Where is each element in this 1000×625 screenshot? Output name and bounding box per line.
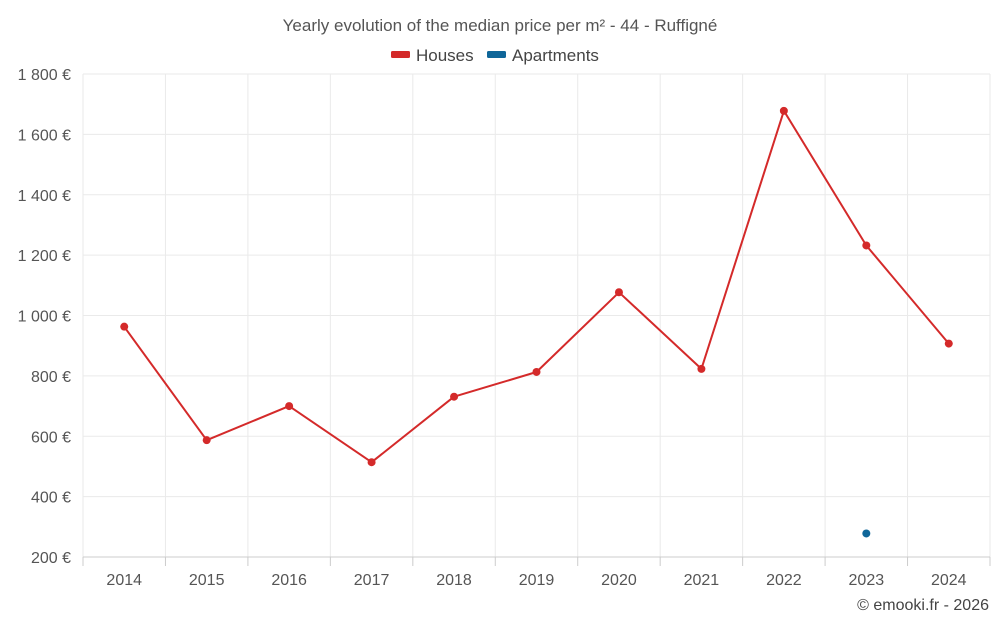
x-tick-label: 2019 [519,572,555,589]
data-point-houses[interactable] [285,402,294,411]
x-tick-label: 2022 [766,572,802,589]
x-tick-label: 2023 [849,572,885,589]
x-tick-label: 2015 [189,572,225,589]
series-apartments [862,529,871,538]
x-tick-label: 2016 [271,572,307,589]
y-tick-label: 200 € [31,550,71,567]
credit: © emooki.fr - 2026 [857,597,989,614]
y-tick-label: 1 800 € [18,67,71,84]
x-axis: 2014 2015 2016 2017 2018 2019 2020 2021 2022 2023… [82,556,991,589]
y-tick-label: 400 € [31,490,71,507]
series [120,106,953,538]
legend-label-houses: Houses [416,46,474,65]
data-point-apartments[interactable] [862,529,871,538]
data-point-houses[interactable] [202,436,211,445]
data-point-houses[interactable] [779,106,788,115]
legend-item-apartments[interactable]: Apartments [487,46,599,65]
y-tick-label: 1 600 € [18,127,71,144]
data-point-houses[interactable] [862,241,871,250]
x-tick-label: 2024 [931,572,967,589]
legend-item-houses[interactable]: Houses [391,46,474,65]
y-tick-label: 600 € [31,429,71,446]
gridlines [82,73,991,557]
data-point-houses[interactable] [697,364,706,373]
data-point-houses[interactable] [367,458,376,467]
data-point-houses[interactable] [120,322,129,331]
y-tick-label: 1 200 € [18,248,71,265]
y-tick-label: 800 € [31,369,71,386]
legend-swatch-apartments [487,51,506,58]
data-point-houses[interactable] [944,339,953,348]
legend: Houses Apartments [391,46,599,65]
x-tick-label: 2021 [684,572,720,589]
data-point-houses[interactable] [450,392,459,401]
series-houses [120,106,953,467]
x-tick-label: 2017 [354,572,390,589]
x-tick-label: 2020 [601,572,637,589]
y-axis: 200 € 400 € 600 € 800 € 1 000 € 1 200 € 1 400 … [18,67,71,567]
data-point-houses[interactable] [614,288,623,297]
x-tick-label: 2018 [436,572,472,589]
y-tick-label: 1 400 € [18,188,71,205]
legend-swatch-houses [391,51,410,58]
y-tick-label: 1 000 € [18,309,71,326]
legend-label-apartments: Apartments [512,46,599,65]
x-tick-label: 2014 [106,572,142,589]
chart-title: Yearly evolution of the median price per… [283,16,718,35]
data-point-houses[interactable] [532,367,541,376]
